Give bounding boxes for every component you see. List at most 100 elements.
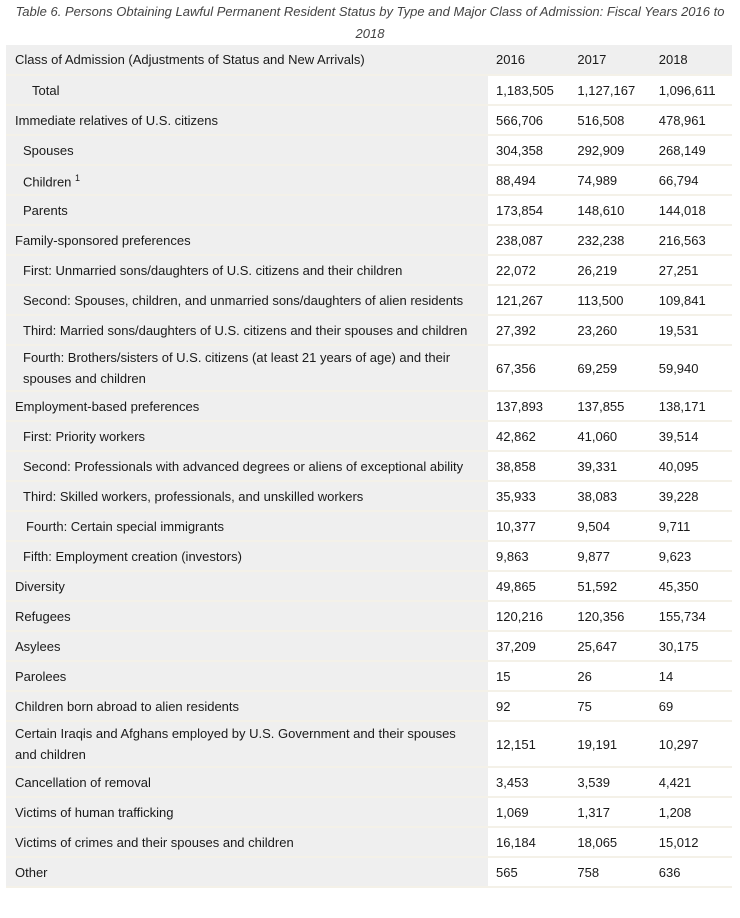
table-row: Second: Spouses, children, and unmarried… (6, 285, 732, 316)
value-2018: 15,012 (650, 827, 732, 858)
value-2016: 35,933 (488, 481, 570, 512)
row-label: Second: Professionals with advanced degr… (6, 451, 489, 482)
value-2016: 1,183,505 (488, 75, 570, 106)
row-label-text: Employment-based preferences (15, 398, 200, 414)
value-2016: 238,087 (488, 225, 570, 256)
table-row: Third: Skilled workers, professionals, a… (6, 481, 732, 512)
value-2018: 45,350 (650, 571, 732, 602)
value-2016: 12,151 (488, 721, 570, 768)
table-row: Immediate relatives of U.S. citizens 566,… (6, 105, 732, 136)
value-2018: 636 (650, 857, 732, 888)
table-row: Fourth: Certain special immigrants 10,377… (6, 511, 732, 542)
value-2017: 19,191 (569, 721, 651, 768)
row-label-text: Fourth: Certain special immigrants (26, 518, 224, 534)
row-label-text: Third: Married sons/daughters of U.S. ci… (23, 322, 468, 338)
row-label-text: Third: Skilled workers, professionals, a… (23, 488, 364, 504)
row-label: Third: Skilled workers, professionals, a… (6, 481, 489, 512)
row-label-text: Victims of crimes and their spouses and … (15, 834, 294, 850)
row-label: Second: Spouses, children, and unmarried… (6, 285, 489, 316)
row-label-text: Refugees (15, 608, 71, 624)
value-2017: 38,083 (569, 481, 651, 512)
value-2018: 39,514 (650, 421, 732, 452)
row-label-text: Family-sponsored preferences (15, 232, 191, 248)
value-2017: 26,219 (569, 255, 651, 286)
table-row: Victims of human trafficking 1,069 1,317 1,… (6, 797, 732, 828)
row-label: Spouses (6, 135, 489, 166)
value-2018: 144,018 (650, 195, 732, 226)
row-label-text: Parolees (15, 668, 67, 684)
row-label: Diversity (6, 571, 489, 602)
value-2017: 39,331 (569, 451, 651, 482)
row-label: Other (6, 857, 489, 888)
row-label: Victims of crimes and their spouses and … (6, 827, 489, 858)
row-label-text: Diversity (15, 578, 65, 594)
table-row: Victims of crimes and their spouses and … (6, 827, 732, 858)
value-2018: 27,251 (650, 255, 732, 286)
row-label: Refugees (6, 601, 489, 632)
value-2017: 23,260 (569, 315, 651, 346)
value-2016: 3,453 (488, 767, 570, 798)
row-label: Third: Married sons/daughters of U.S. ci… (6, 315, 489, 346)
value-2017: 1,317 (569, 797, 651, 828)
value-2017: 9,504 (569, 511, 651, 542)
table-row: Spouses 304,358 292,909 268,149 (6, 135, 732, 166)
value-2018: 9,623 (650, 541, 732, 572)
value-2016: 15 (488, 661, 570, 692)
row-label: Parents (6, 195, 489, 226)
value-2018: 69 (650, 691, 732, 722)
table-row: Children 1 88,494 74,989 66,794 (6, 165, 732, 196)
table-caption: Table 6. Persons Obtaining Lawful Perman… (15, 4, 725, 41)
value-2017: 18,065 (569, 827, 651, 858)
value-2017: 516,508 (569, 105, 651, 136)
value-2018: 9,711 (650, 511, 732, 542)
value-2017: 292,909 (569, 135, 651, 166)
value-2017: 1,127,167 (569, 75, 651, 106)
row-label: Fourth: Certain special immigrants (6, 511, 489, 542)
row-label-text: Children born abroad to alien residents (15, 698, 240, 714)
value-2016: 173,854 (488, 195, 570, 226)
value-2018: 109,841 (650, 285, 732, 316)
row-label: Certain Iraqis and Afghans employed by U… (6, 721, 489, 768)
row-label: Children 1 (6, 165, 489, 196)
table-row: First: Priority workers 42,862 41,060 39,51… (6, 421, 732, 452)
row-label: Employment-based preferences (6, 391, 489, 422)
footnote-marker: 1 (75, 172, 81, 183)
table-row: Cancellation of removal 3,453 3,539 4,421 (6, 767, 732, 798)
value-2017: 137,855 (569, 391, 651, 422)
value-2016: 121,267 (488, 285, 570, 316)
table-header-row: Class of Admission (Adjustments of Statu… (6, 45, 732, 76)
value-2018: 14 (650, 661, 732, 692)
row-label-text: Fourth: Brothers/sisters of U.S. citizen… (23, 350, 451, 386)
row-label-text: Second: Spouses, children, and unmarried… (23, 292, 464, 308)
row-label: Cancellation of removal (6, 767, 489, 798)
table-row: Parolees 15 26 14 (6, 661, 732, 692)
table-row: First: Unmarried sons/daughters of U.S. … (6, 255, 732, 286)
table-row: Diversity 49,865 51,592 45,350 (6, 571, 732, 602)
value-2016: 88,494 (488, 165, 570, 196)
row-label: Children born abroad to alien residents (6, 691, 489, 722)
row-label-text: Fifth: Employment creation (investors) (23, 548, 242, 564)
value-2018: 10,297 (650, 721, 732, 768)
value-2016: 37,209 (488, 631, 570, 662)
value-2017: 51,592 (569, 571, 651, 602)
value-2018: 40,095 (650, 451, 732, 482)
value-2016: 42,862 (488, 421, 570, 452)
header-2016: 2016 (488, 45, 570, 76)
table-row: Refugees 120,216 120,356 155,734 (6, 601, 732, 632)
value-2016: 92 (488, 691, 570, 722)
row-label-text: Immediate relatives of U.S. citizens (15, 112, 219, 128)
row-label-text: Asylees (15, 638, 61, 654)
value-2016: 304,358 (488, 135, 570, 166)
row-label-text: Other (15, 864, 48, 880)
table-row: Fifth: Employment creation (investors) 9,… (6, 541, 732, 572)
value-2016: 1,069 (488, 797, 570, 828)
value-2016: 49,865 (488, 571, 570, 602)
value-2017: 113,500 (569, 285, 651, 316)
header-class-of-admission: Class of Admission (Adjustments of Statu… (6, 45, 489, 76)
value-2018: 59,940 (650, 345, 732, 392)
row-label: Parolees (6, 661, 489, 692)
value-2016: 16,184 (488, 827, 570, 858)
row-label-text: Total (32, 82, 60, 98)
value-2018: 268,149 (650, 135, 732, 166)
row-label-text: Certain Iraqis and Afghans employed by U… (15, 726, 456, 762)
